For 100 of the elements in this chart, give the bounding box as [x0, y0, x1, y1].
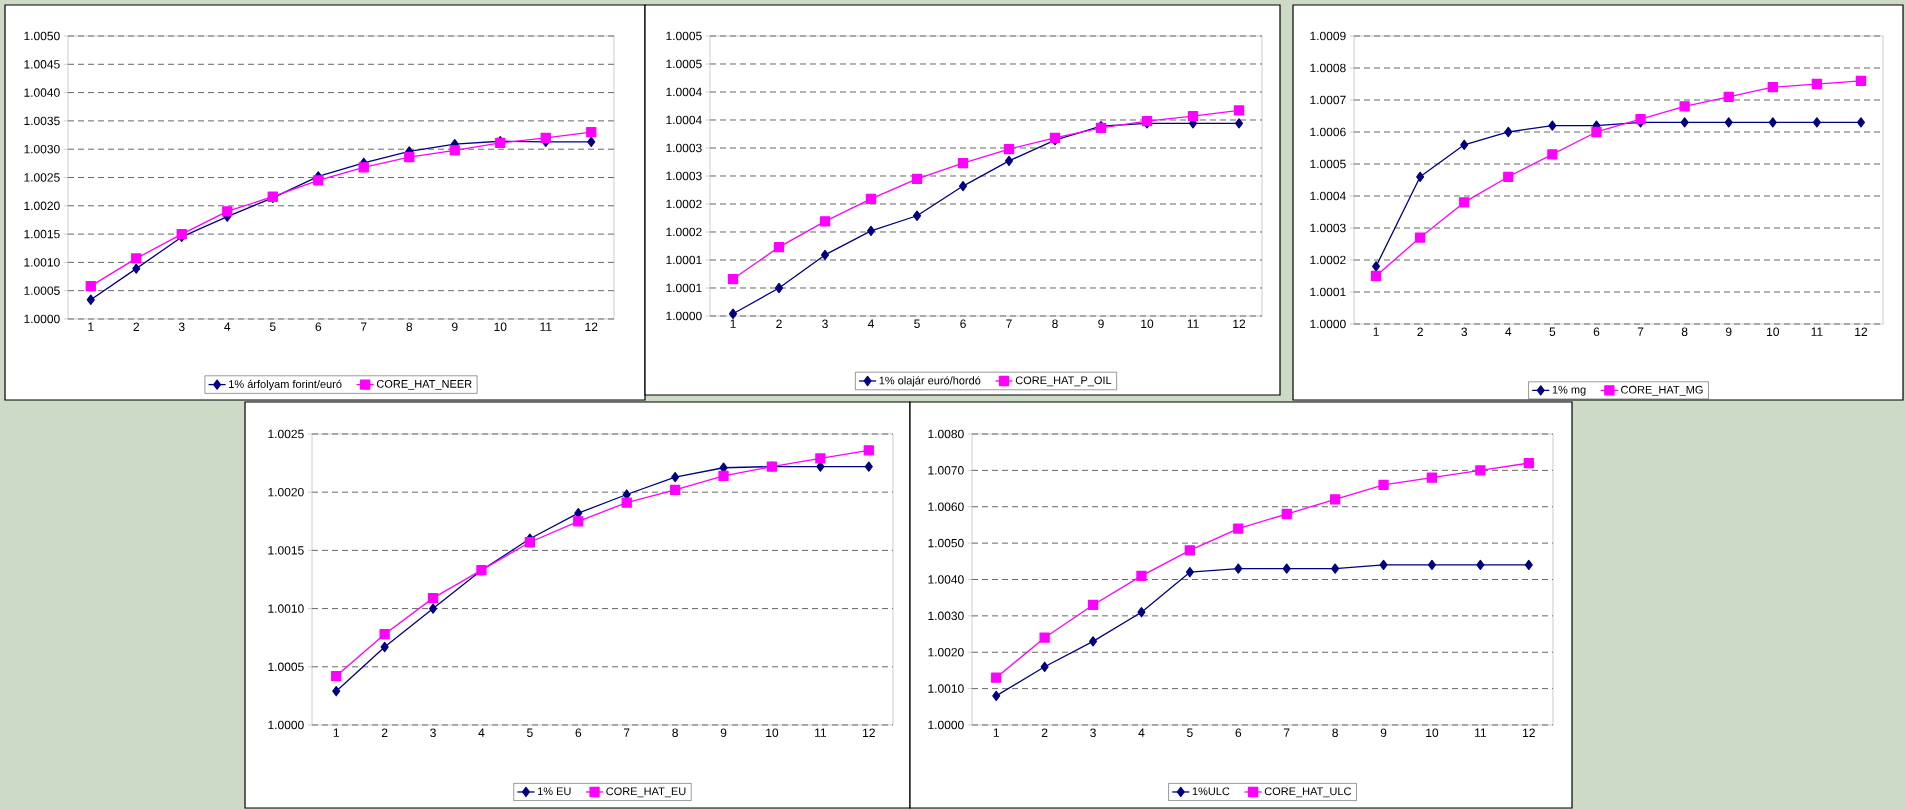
- x-tick-label: 10: [766, 728, 779, 738]
- y-tick-label: 1.0001: [1310, 287, 1346, 297]
- x-tick-label: 11: [540, 322, 552, 331]
- x-tick-label: 12: [863, 728, 875, 737]
- y-tick-label: 1.0005: [666, 31, 702, 41]
- y-tick-label: 1.0002: [666, 199, 702, 209]
- x-tick-label: 5: [527, 728, 533, 737]
- x-tick-label: 8: [406, 322, 413, 332]
- x-tick-label: 12: [1855, 327, 1868, 336]
- y-tick-label: 1.0000: [928, 720, 964, 730]
- x-tick-label: 3: [1090, 728, 1096, 738]
- x-tick-label: 12: [585, 322, 598, 331]
- x-tick-label: 9: [720, 728, 727, 738]
- y-tick-label: 1.0040: [928, 575, 964, 584]
- x-tick-label: 6: [960, 319, 966, 329]
- legend-label: 1% olajár euró/hordó: [879, 376, 981, 387]
- legend-label: 1% EU: [537, 787, 571, 796]
- y-tick-label: 1.0002: [666, 227, 702, 237]
- y-tick-label: 1.0015: [24, 229, 60, 239]
- x-tick-label: 11: [1187, 319, 1199, 328]
- x-tick-label: 2: [1417, 327, 1423, 336]
- x-tick-label: 8: [672, 728, 678, 738]
- x-tick-label: 5: [1187, 728, 1193, 737]
- x-tick-label: 8: [1052, 319, 1058, 329]
- y-tick-label: 1.0025: [24, 173, 60, 182]
- legend-label: 1% mg: [1552, 385, 1586, 396]
- y-tick-label: 1.0004: [666, 87, 702, 97]
- x-tick-label: 3: [430, 728, 436, 738]
- y-tick-label: 1.0005: [268, 662, 304, 672]
- x-tick-label: 3: [822, 319, 828, 329]
- x-tick-label: 1: [993, 728, 999, 737]
- y-tick-label: 1.0005: [24, 286, 60, 295]
- x-tick-label: 1: [1373, 327, 1379, 336]
- y-tick-label: 1.0005: [666, 59, 702, 69]
- x-tick-label: 9: [1098, 319, 1104, 329]
- y-tick-label: 1.0030: [928, 611, 964, 621]
- y-tick-label: 1.0010: [24, 258, 60, 267]
- x-tick-label: 11: [1811, 327, 1823, 336]
- y-tick-label: 1.0003: [666, 171, 702, 181]
- x-tick-label: 7: [624, 728, 630, 737]
- x-tick-label: 10: [494, 322, 507, 332]
- x-tick-label: 2: [776, 319, 782, 328]
- x-tick-label: 10: [1767, 327, 1780, 337]
- x-tick-label: 5: [914, 319, 920, 328]
- y-tick-label: 1.0004: [1310, 191, 1346, 201]
- x-tick-label: 12: [1233, 319, 1246, 328]
- x-tick-label: 2: [1041, 728, 1048, 737]
- x-tick-label: 4: [224, 322, 231, 331]
- x-tick-label: 9: [1725, 327, 1732, 337]
- x-tick-label: 4: [478, 728, 485, 737]
- legend-label: CORE_HAT_MG: [1621, 385, 1703, 396]
- x-tick-label: 5: [1549, 327, 1556, 336]
- y-tick-label: 1.0007: [1310, 95, 1346, 105]
- y-tick-label: 1.0003: [666, 143, 702, 153]
- y-tick-label: 1.0020: [928, 647, 964, 657]
- x-tick-label: 8: [1332, 728, 1338, 738]
- y-tick-label: 1.0000: [666, 311, 702, 321]
- legend-label: 1%ULC: [1192, 787, 1230, 796]
- legend-label: CORE_HAT_ULC: [1264, 787, 1352, 798]
- x-tick-label: 6: [575, 728, 582, 738]
- x-tick-label: 2: [381, 728, 388, 737]
- x-tick-label: 10: [1141, 319, 1154, 329]
- y-tick-label: 1.0050: [24, 31, 60, 41]
- y-tick-label: 1.0000: [268, 720, 304, 730]
- y-tick-label: 1.0010: [268, 604, 304, 613]
- legend-label: CORE_HAT_P_OIL: [1015, 376, 1112, 387]
- x-tick-label: 4: [1505, 327, 1512, 336]
- y-tick-label: 1.0001: [666, 255, 702, 265]
- legend-label: 1% árfolyam forint/euró: [229, 379, 342, 391]
- x-tick-label: 1: [730, 319, 736, 328]
- y-tick-label: 1.0001: [666, 283, 702, 293]
- x-tick-label: 7: [1284, 728, 1290, 737]
- x-tick-label: 3: [1461, 327, 1468, 337]
- y-tick-label: 1.0000: [24, 314, 60, 324]
- x-tick-label: 3: [178, 322, 185, 332]
- y-tick-label: 1.0006: [1310, 127, 1346, 137]
- y-tick-label: 1.0008: [1310, 63, 1346, 73]
- y-tick-label: 1.0045: [24, 60, 60, 69]
- x-tick-label: 7: [361, 322, 367, 331]
- y-tick-label: 1.0009: [1310, 31, 1346, 41]
- y-tick-label: 1.0000: [1310, 319, 1346, 329]
- y-tick-label: 1.0035: [24, 116, 60, 126]
- x-tick-label: 5: [269, 322, 276, 331]
- x-tick-label: 9: [451, 322, 458, 332]
- y-tick-label: 1.0040: [24, 88, 60, 97]
- x-tick-label: 2: [133, 322, 139, 331]
- x-tick-label: 6: [1593, 327, 1600, 337]
- x-tick-label: 1: [333, 728, 339, 737]
- x-tick-label: 12: [1523, 728, 1535, 737]
- x-tick-label: 6: [1235, 728, 1242, 738]
- x-tick-label: 6: [315, 322, 322, 332]
- y-tick-label: 1.0030: [24, 144, 60, 154]
- x-tick-label: 7: [1637, 327, 1644, 336]
- x-tick-label: 7: [1006, 319, 1012, 328]
- y-tick-label: 1.0060: [928, 502, 964, 511]
- y-tick-label: 1.0025: [268, 429, 304, 439]
- y-tick-label: 1.0015: [268, 546, 304, 555]
- x-tick-label: 1: [88, 322, 94, 331]
- x-tick-label: 8: [1681, 327, 1688, 337]
- x-tick-label: 10: [1426, 728, 1439, 738]
